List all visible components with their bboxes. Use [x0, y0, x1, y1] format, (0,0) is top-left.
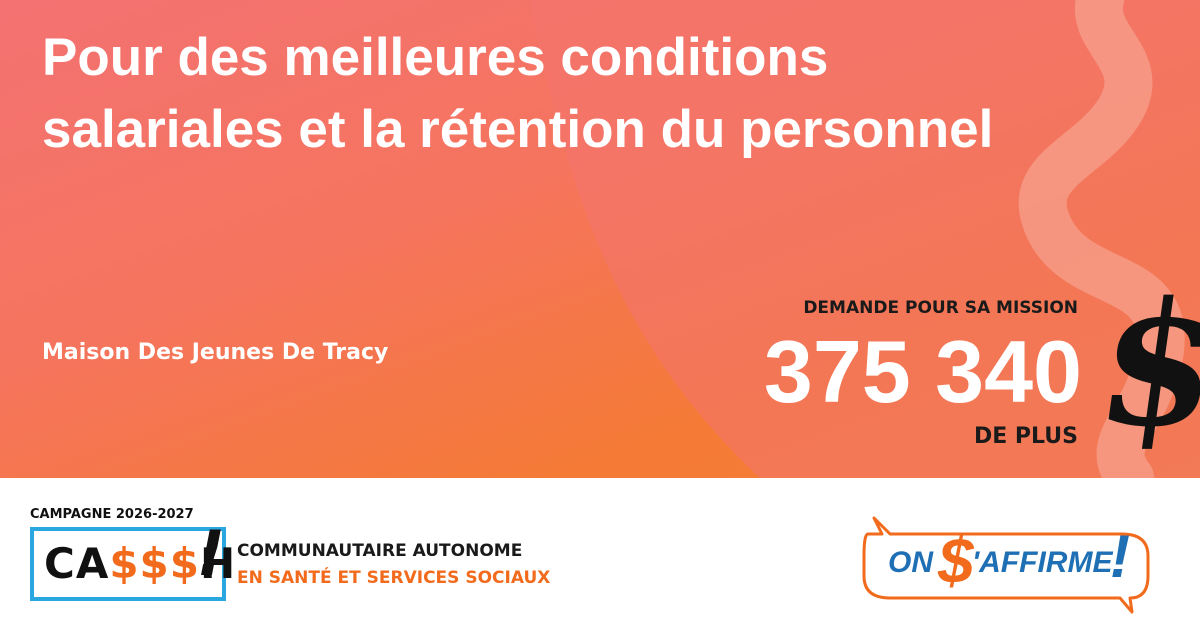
- badge-text: 'AFFIRME: [972, 546, 1113, 579]
- logo-text: $$$: [109, 539, 200, 588]
- badge-bubble: [862, 516, 1150, 614]
- logo-text: !: [196, 517, 226, 590]
- decor: [530, 0, 1200, 478]
- badge: ON $ 'AFFIRME !: [860, 516, 1160, 620]
- logo-text: CA: [44, 539, 110, 588]
- tagline: EN SANTÉ ET SERVICES SOCIAUX: [237, 568, 551, 588]
- footer: CAMPAGNE 2026-2027 CA$$$H! COMMUNAUTAIRE…: [0, 478, 1200, 630]
- badge-text: ON: [888, 546, 933, 579]
- campaign: CAMPAGNE 2026-2027: [30, 507, 194, 522]
- amount-label: DEMANDE POUR SA MISSION: [803, 298, 1078, 318]
- amount-value: 375 340: [763, 322, 1082, 421]
- badge-text: $: [938, 525, 974, 597]
- logo-text: H: [200, 539, 237, 588]
- organization: Maison Des Jeunes De Tracy: [42, 340, 389, 365]
- title: Pour des meilleures conditions salariale…: [42, 28, 994, 159]
- badge-text: !: [1110, 523, 1130, 590]
- tagline: COMMUNAUTAIRE AUTONOME: [237, 541, 523, 561]
- hero: Pour des meilleures conditions salariale…: [0, 0, 1200, 478]
- amount-suffix: DE PLUS: [973, 424, 1078, 449]
- logo: CA$$$H!: [30, 521, 235, 601]
